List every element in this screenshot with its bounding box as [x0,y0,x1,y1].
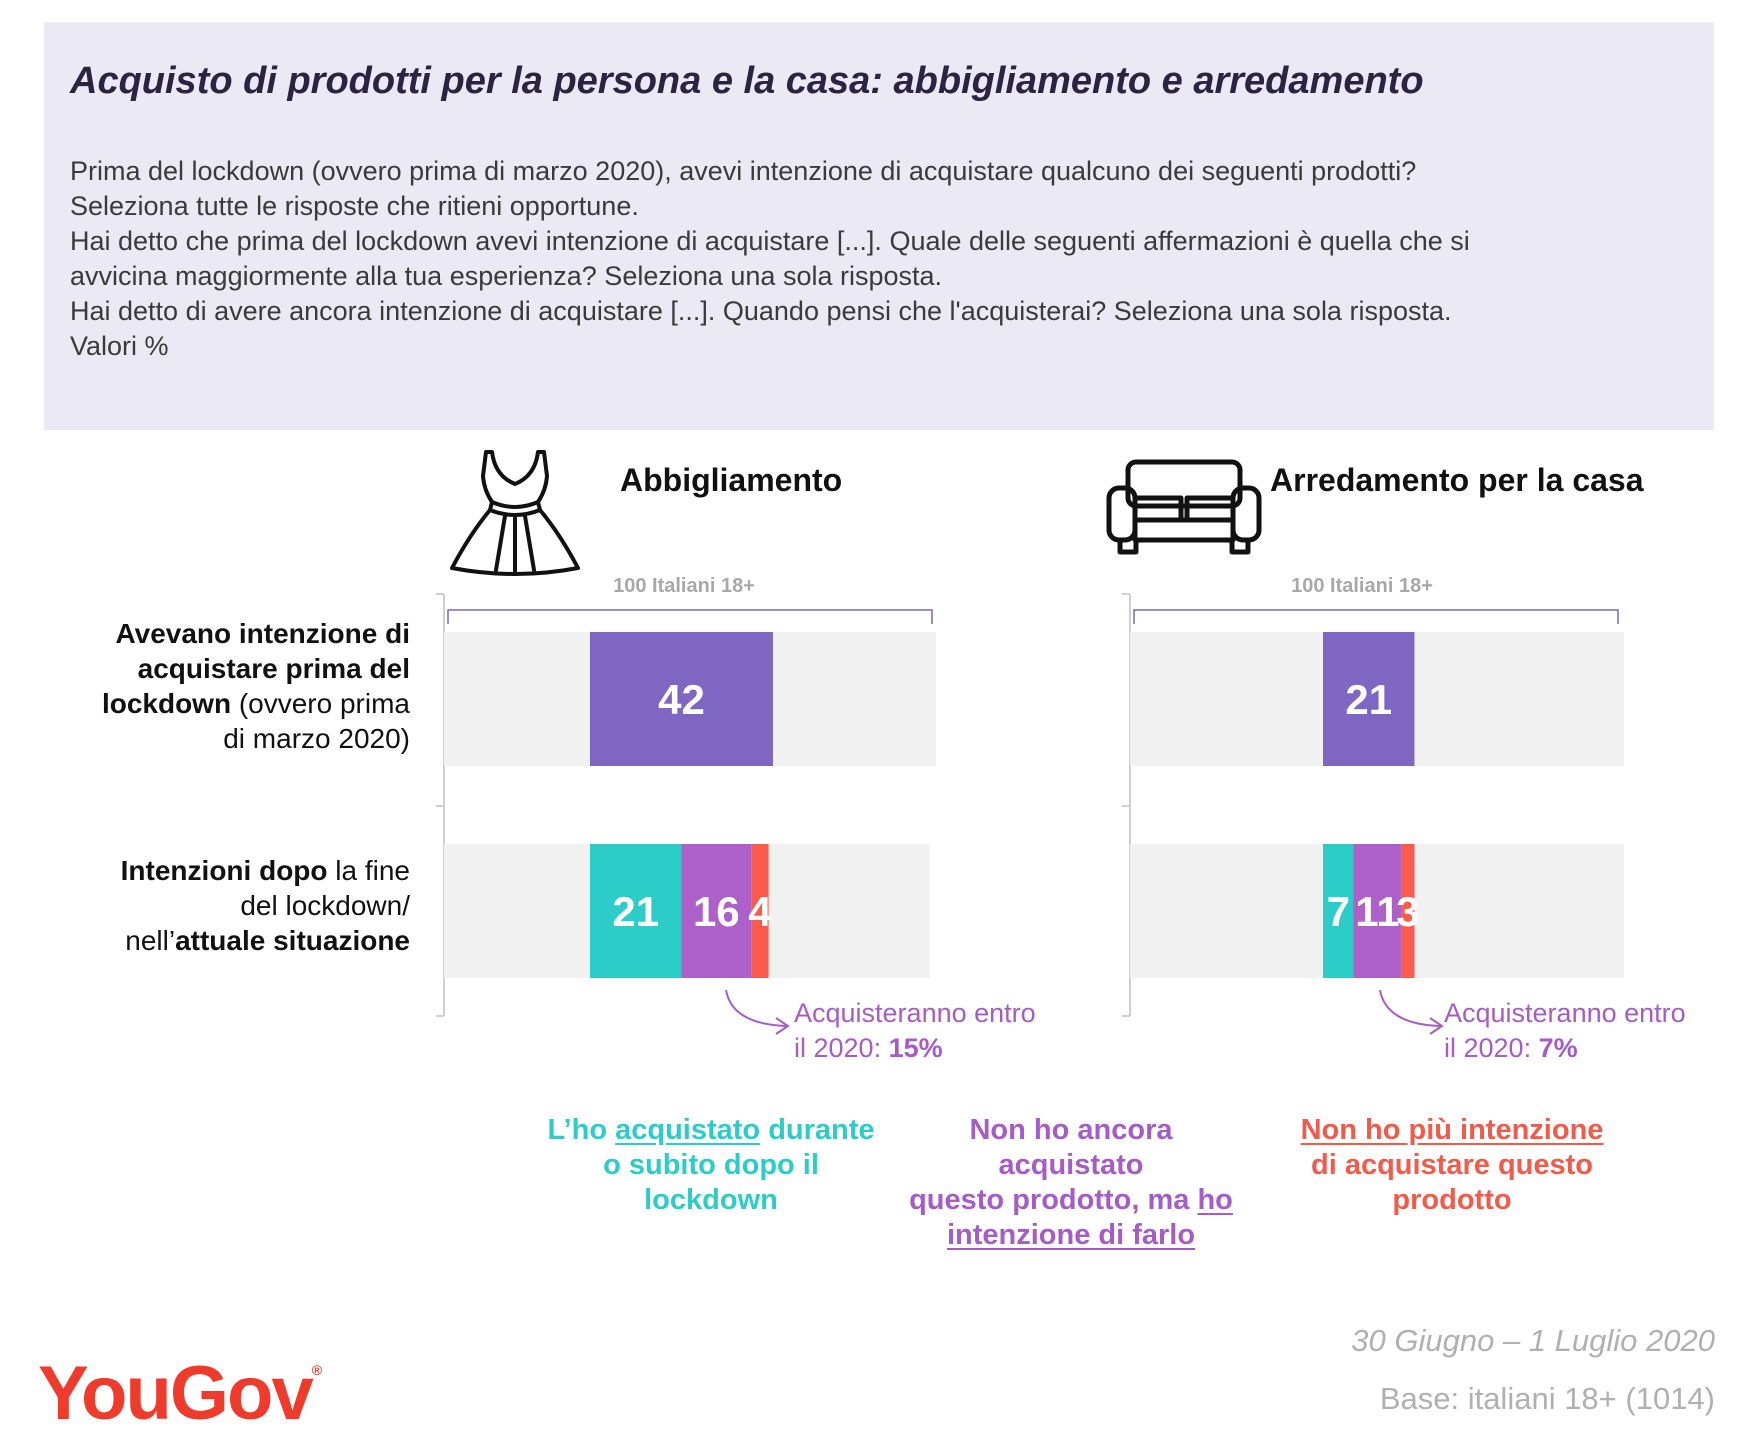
bar-segment-bought [590,844,682,978]
survey-base: Base: italiani 18+ (1014) [1379,1381,1715,1416]
question-line: Valori % [70,331,169,361]
question-line: Seleziona tutte le risposte che ritieni … [70,191,639,221]
row-label-before-lockdown: Avevano intenzione di acquistare prima d… [101,618,410,754]
data-label: 42 [658,676,705,723]
yougov-logo: YouGov® [38,1351,323,1436]
data-label: 4 [748,888,772,935]
annotation-arrow [1379,989,1441,1027]
data-label: 16 [693,888,740,935]
bar-segment-still_intend [1353,844,1402,978]
bar-segment-intended [1323,632,1415,766]
panel-title-clothing: Abbigliamento [620,462,843,498]
scale-bracket [447,609,933,624]
scale-bracket [1133,609,1619,624]
page-title: Acquisto di prodotti per la persona e la… [70,60,1424,102]
panel-title-furniture: Arredamento per la casa [1270,462,1644,498]
annotation-arrow [725,989,787,1027]
bar-segment-no_longer [751,844,769,978]
question-line: Prima del lockdown (ovvero prima di marz… [70,156,1417,186]
bar-segment-intended [590,632,773,766]
data-label: 7 [1327,888,1350,935]
data-label: 21 [1345,676,1392,723]
dress-icon [450,450,580,576]
question-line: avvicina maggiormente alla tua esperienz… [70,261,943,291]
bar-segment-still_intend [681,844,752,978]
data-label: 3 [1396,888,1419,935]
row-label-after-lockdown: Intenzioni dopo la fine del lockdown/ ne… [120,855,410,956]
header-box [44,22,1714,430]
bar-segment-no_longer [1401,844,1415,978]
legend-bought: L’ho acquistato durante o subito dopo il… [547,1114,875,1216]
survey-date: 30 Giugno – 1 Luglio 2020 [1351,1323,1715,1358]
data-label: 21 [612,888,659,935]
question-line: Hai detto di avere ancora intenzione di … [70,296,1452,326]
annotation-arrowhead [775,1017,790,1035]
question-line: Hai detto che prima del lockdown avevi i… [70,226,1470,256]
annotation-arrowhead [1429,1017,1444,1035]
data-label: 11 [1355,888,1399,935]
question-text: Prima del lockdown (ovvero prima di marz… [70,154,1690,364]
annotation-clothing: Acquisteranno entro il 2020: 15% [794,998,1036,1063]
bar-segment-bought [1323,844,1354,978]
legend-still-intend: Non ho ancora acquistato questo prodotto… [909,1114,1233,1251]
annotation-furniture: Acquisteranno entro il 2020: 7% [1444,998,1686,1063]
base-label-clothing: 100 Italiani 18+ [613,575,755,597]
legend-no-longer: Non ho più intenzione di acquistare ques… [1300,1114,1604,1216]
sofa-icon [1106,459,1262,555]
base-label-furniture: 100 Italiani 18+ [1291,575,1433,597]
